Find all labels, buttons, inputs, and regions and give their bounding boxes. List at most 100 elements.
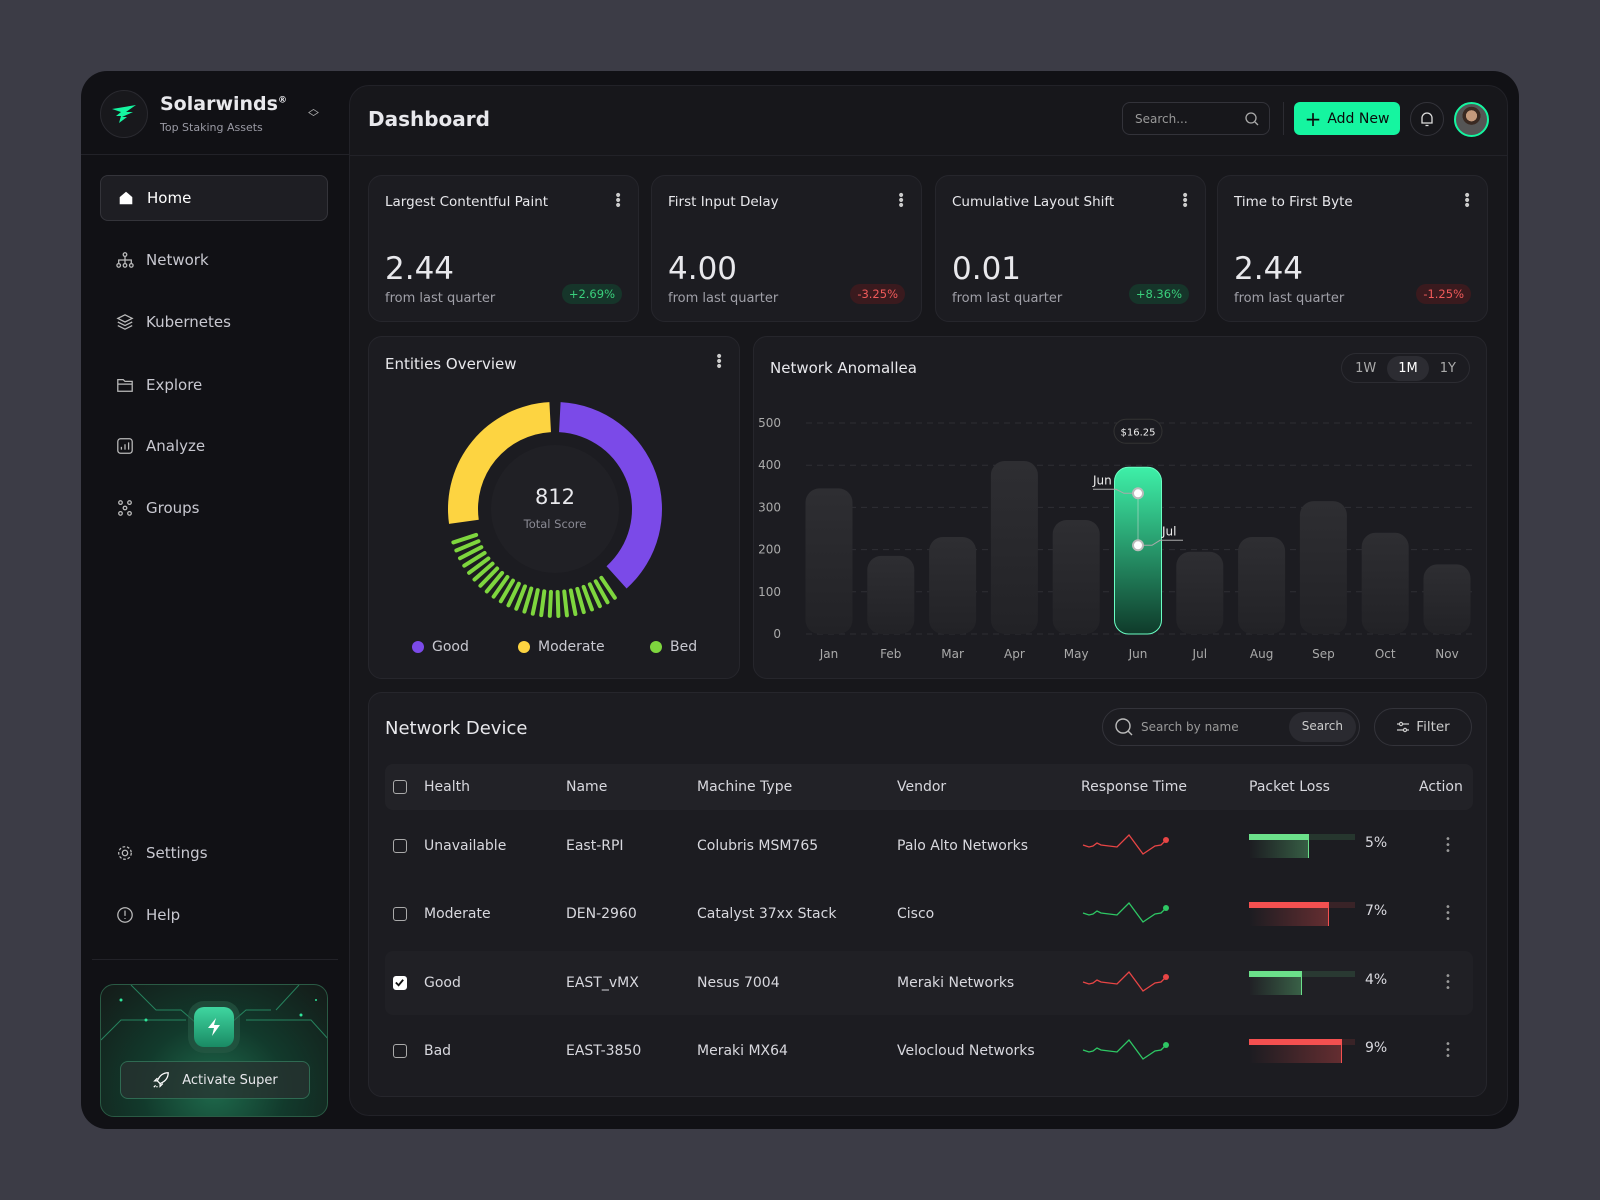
sidebar-item-label: Settings — [146, 844, 208, 862]
sidebar-item-analyze[interactable]: Analyze — [100, 423, 328, 469]
bar-nov[interactable] — [1423, 564, 1471, 634]
sidebar-item-settings[interactable]: Settings — [100, 830, 328, 876]
range-1y[interactable]: 1Y — [1439, 360, 1456, 376]
notifications-button[interactable] — [1410, 102, 1444, 136]
kpi-title: Time to First Byte — [1234, 194, 1353, 210]
response-time-sparkline — [1082, 1039, 1169, 1060]
packet-loss-bar — [1249, 902, 1329, 926]
more-options-icon[interactable]: • • • — [1181, 188, 1190, 214]
range-1m[interactable]: 1M — [1387, 355, 1429, 381]
packet-loss-value: 9% — [1365, 1040, 1388, 1056]
search-input[interactable]: Search... — [1122, 102, 1270, 135]
user-avatar[interactable] — [1454, 102, 1489, 137]
kpi-value: 4.00 — [668, 251, 738, 287]
activate-super-card: Activate Super — [100, 984, 328, 1117]
kpi-card: Time to First Byte • • • 2.44 from last qu… — [1217, 175, 1488, 322]
device-search-input[interactable]: Search by name Search — [1102, 708, 1360, 746]
row-action-menu-icon[interactable]: • • • — [1445, 971, 1451, 994]
legend-label: Good — [432, 639, 469, 655]
add-new-label: Add New — [1327, 110, 1390, 127]
filter-button[interactable]: Filter — [1374, 708, 1472, 746]
sidebar-item-network[interactable]: Network — [100, 237, 328, 283]
page-title: Dashboard — [368, 107, 490, 131]
sidebar-item-groups[interactable]: Groups — [100, 485, 328, 531]
range-selector: 1W 1M 1Y — [1341, 353, 1470, 383]
row-checkbox[interactable] — [393, 1044, 407, 1058]
marker-label: Jun — [1092, 473, 1112, 487]
donut-tick-bed — [547, 589, 553, 618]
bar-sep[interactable] — [1299, 501, 1347, 634]
vendor-cell: Palo Alto Networks — [897, 838, 1029, 854]
activate-super-button[interactable]: Activate Super — [120, 1061, 310, 1099]
range-1w[interactable]: 1W — [1355, 360, 1377, 376]
more-options-icon[interactable]: • • • — [614, 188, 623, 214]
bar-oct[interactable] — [1361, 532, 1409, 634]
row-checkbox[interactable] — [393, 839, 407, 853]
bar-aug[interactable] — [1238, 536, 1286, 634]
donut-segment-moderate — [448, 402, 551, 524]
donut-tick-bed — [562, 589, 569, 618]
row-checkbox[interactable] — [393, 976, 407, 990]
home-icon — [119, 191, 133, 205]
more-options-icon[interactable]: • • • — [897, 188, 906, 214]
check-icon — [395, 979, 404, 987]
table-header — [385, 764, 1473, 810]
donut-tick-bed — [587, 582, 602, 609]
donut-segment-good — [559, 402, 662, 589]
bar-apr[interactable] — [990, 460, 1038, 634]
brand-tagline: Top Staking Assets — [160, 121, 263, 134]
packet-loss-bar — [1249, 971, 1302, 995]
donut-tick-bed — [451, 532, 479, 545]
kpi-title: First Input Delay — [668, 194, 779, 210]
name-cell: EAST-3850 — [566, 1043, 642, 1059]
network-device-card: Network Device Search by name Search Fil… — [368, 692, 1487, 1097]
row-action-menu-icon[interactable]: • • • — [1445, 902, 1451, 925]
sidebar-item-label: Home — [147, 189, 192, 207]
row-action-menu-icon[interactable]: • • • — [1445, 1039, 1451, 1062]
folder-icon — [117, 378, 133, 392]
donut-tick-bed — [568, 588, 578, 617]
kpi-subtext: from last quarter — [385, 291, 496, 306]
search-button[interactable]: Search — [1288, 712, 1356, 742]
column-header: Packet Loss — [1249, 779, 1330, 795]
response-time-sparkline — [1082, 834, 1169, 855]
sidebar-item-label: Analyze — [146, 437, 206, 455]
add-new-button[interactable]: + Add New — [1294, 102, 1400, 135]
row-checkbox[interactable] — [393, 907, 407, 921]
legend-label: Moderate — [538, 639, 605, 655]
bar-may[interactable] — [1052, 520, 1100, 634]
kpi-value: 2.44 — [1234, 251, 1304, 287]
bar-mar[interactable] — [929, 536, 977, 634]
row-action-menu-icon[interactable]: • • • — [1445, 834, 1451, 857]
sidebar-item-explore[interactable]: Explore — [100, 362, 328, 408]
sliders-icon — [1397, 721, 1410, 733]
donut-tick-bed — [555, 589, 561, 618]
sidebar-item-kubernetes[interactable]: Kubernetes — [100, 299, 328, 345]
sidebar-item-help[interactable]: Help — [100, 892, 328, 938]
donut-center — [491, 445, 619, 573]
select-all-checkbox[interactable] — [393, 780, 407, 794]
card-title: Entities Overview — [385, 355, 517, 373]
y-tick-label: 100 — [758, 585, 781, 599]
bar-feb[interactable] — [867, 555, 915, 634]
machine-type-cell: Colubris MSM765 — [697, 838, 819, 854]
tooltip-value: $16.25 — [1121, 427, 1156, 438]
kpi-change-badge: -3.25% — [850, 284, 905, 304]
sidebar-item-home[interactable]: Home — [100, 175, 328, 221]
bar-jan[interactable] — [805, 488, 853, 634]
x-tick-label: May — [1064, 647, 1089, 661]
activate-label: Activate Super — [182, 1072, 278, 1088]
more-options-icon[interactable]: • • • — [1463, 188, 1472, 214]
kpi-change-badge: +2.69% — [561, 284, 622, 304]
x-tick-label: Mar — [941, 647, 964, 661]
bar-chart: 0 100 200 300 400 500 Jan Feb Mar Apr May Jun $16.25… — [758, 416, 1474, 661]
y-tick-label: 400 — [758, 458, 781, 472]
workspace-switcher-icon[interactable]: ︿ ﹀ — [308, 102, 319, 124]
marker-point — [1132, 539, 1144, 552]
x-tick-label: Feb — [880, 647, 901, 661]
vendor-cell: Velocloud Networks — [897, 1043, 1035, 1059]
donut-tick-bed — [491, 574, 510, 599]
bar-jul[interactable] — [1176, 551, 1224, 634]
donut-tick-bed — [478, 566, 500, 588]
x-tick-label: Apr — [1004, 647, 1025, 661]
